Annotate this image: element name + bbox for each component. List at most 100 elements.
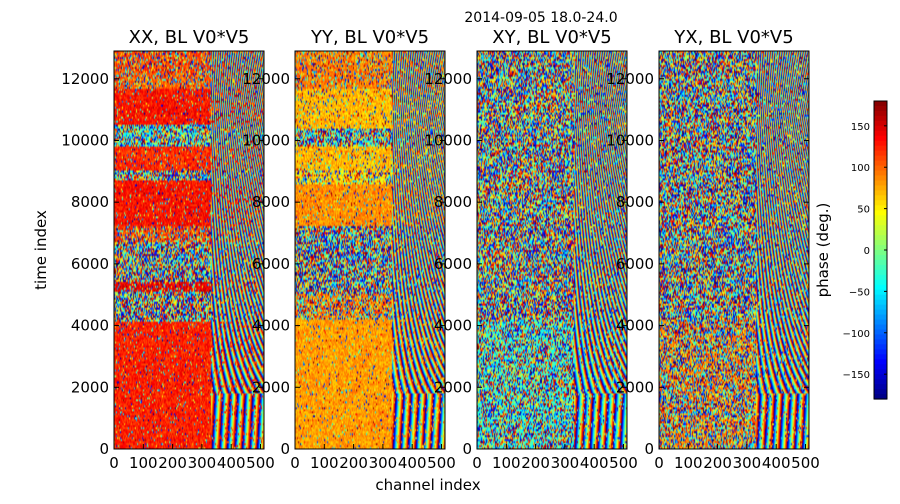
colorbar-tick-label: −100 [843, 329, 870, 340]
heatmap-image [477, 51, 627, 449]
colorbar-segment [874, 101, 887, 107]
colorbar-segment [874, 135, 887, 142]
x-tick-label: 400 [217, 454, 246, 472]
x-tick-label: 100 [129, 454, 158, 472]
y-tick-label: 6000 [616, 255, 654, 273]
colorbar-tick-label: 0 [864, 246, 870, 257]
colorbar-segment [874, 384, 887, 390]
panel-frame [294, 50, 446, 450]
colorbar-segment [874, 359, 887, 365]
x-tick-label: 500 [609, 454, 638, 472]
colorbar-segment [874, 264, 887, 271]
colorbar-segment [874, 230, 887, 236]
colorbar-tick-label: 100 [851, 163, 870, 174]
colorbar-segment [874, 319, 887, 326]
heatmap-image [659, 51, 809, 449]
colorbar-segment [874, 225, 887, 231]
colorbar-segment [874, 379, 887, 385]
panel-frame [658, 50, 810, 450]
colorbar-tick-label: 150 [851, 122, 870, 133]
colorbar-segment [874, 245, 887, 251]
colorbar-segment [874, 195, 887, 201]
heatmap-panel: XY, BL V0*V5 0 2000 4000 6000 8000 10000 12000 0… [424, 27, 638, 472]
colorbar-segment [874, 304, 887, 311]
y-tick-label: 4000 [434, 317, 472, 335]
panel-title: XY, BL V0*V5 [492, 27, 611, 48]
colorbar-segment [874, 269, 887, 276]
y-tick-label: 12000 [606, 70, 654, 88]
colorbar-segment [874, 150, 887, 157]
colorbar-segment [874, 329, 887, 336]
x-axis-label: channel index [375, 476, 480, 494]
y-tick-label: 0 [99, 440, 109, 458]
x-tick-label: 500 [427, 454, 456, 472]
colorbar-segment [874, 394, 887, 400]
colorbar-segment [874, 160, 887, 167]
colorbar-tick-label: −150 [843, 370, 870, 381]
x-tick-label: 100 [310, 454, 339, 472]
colorbar-segment [874, 299, 887, 306]
heatmap-panel: YX, BL V0*V5 0 2000 4000 6000 8000 10000 12000 0… [606, 27, 820, 472]
x-tick-label: 200 [521, 454, 550, 472]
x-tick-label: 300 [733, 454, 762, 472]
colorbar-segment [874, 374, 887, 380]
y-tick-label: 12000 [424, 70, 472, 88]
x-tick-label: 0 [654, 454, 664, 472]
colorbar-segment [874, 200, 887, 206]
colorbar-segment [874, 284, 887, 291]
heatmap-panel: YY, BL V0*V5 0 2000 4000 6000 8000 10000 12000 0… [242, 27, 456, 472]
colorbar-segment [874, 110, 887, 117]
y-tick-label: 8000 [616, 193, 654, 211]
colorbar-tick-label: 50 [857, 205, 870, 216]
colorbar-segment [874, 309, 887, 316]
x-tick-label: 400 [398, 454, 427, 472]
colorbar-segment [874, 140, 887, 147]
colorbar-segment [874, 185, 887, 191]
y-tick-label: 2000 [434, 378, 472, 396]
y-tick-label: 8000 [71, 193, 109, 211]
colorbar-segment [874, 205, 887, 211]
x-tick-label: 300 [369, 454, 398, 472]
panel-frame [113, 50, 265, 450]
y-tick-label: 2000 [252, 378, 290, 396]
colorbar-segment [874, 115, 887, 122]
y-axis-label: time index [32, 210, 50, 290]
y-tick-label: 10000 [424, 131, 472, 149]
y-tick-label: 10000 [606, 131, 654, 149]
y-tick-label: 12000 [61, 70, 109, 88]
panel-title: XX, BL V0*V5 [129, 27, 250, 48]
x-tick-label: 100 [492, 454, 521, 472]
colorbar-segment [874, 220, 887, 226]
y-tick-label: 0 [280, 440, 290, 458]
colorbar-segment [874, 105, 887, 112]
colorbar-segment [874, 364, 887, 370]
panel-title: YY, BL V0*V5 [310, 27, 429, 48]
x-tick-label: 500 [246, 454, 275, 472]
colorbar: 150 100 50 0 −50 −100 −150 [843, 100, 888, 400]
heatmap-panel: XX, BL V0*V5 0 2000 4000 6000 8000 10000 12000 0… [61, 27, 275, 472]
y-tick-label: 0 [462, 440, 472, 458]
colorbar-segment [874, 155, 887, 162]
colorbar-segment [874, 125, 887, 132]
y-tick-label: 10000 [61, 131, 109, 149]
colorbar-segment [874, 369, 887, 375]
colorbar-segment [874, 180, 887, 187]
colorbar-segment [874, 215, 887, 221]
x-tick-label: 0 [109, 454, 119, 472]
y-tick-label: 8000 [434, 193, 472, 211]
y-tick-label: 4000 [71, 317, 109, 335]
y-tick-label: 2000 [616, 378, 654, 396]
colorbar-segment [874, 175, 887, 182]
colorbar-segment [874, 240, 887, 246]
heatmap-image [114, 51, 264, 449]
colorbar-segment [874, 349, 887, 355]
panel-title: YX, BL V0*V5 [673, 27, 793, 48]
colorbar-segment [874, 254, 887, 261]
colorbar-segment [874, 334, 887, 340]
y-tick-label: 6000 [252, 255, 290, 273]
colorbar-segment [874, 170, 887, 177]
x-tick-label: 0 [290, 454, 300, 472]
colorbar-segment [874, 274, 887, 281]
